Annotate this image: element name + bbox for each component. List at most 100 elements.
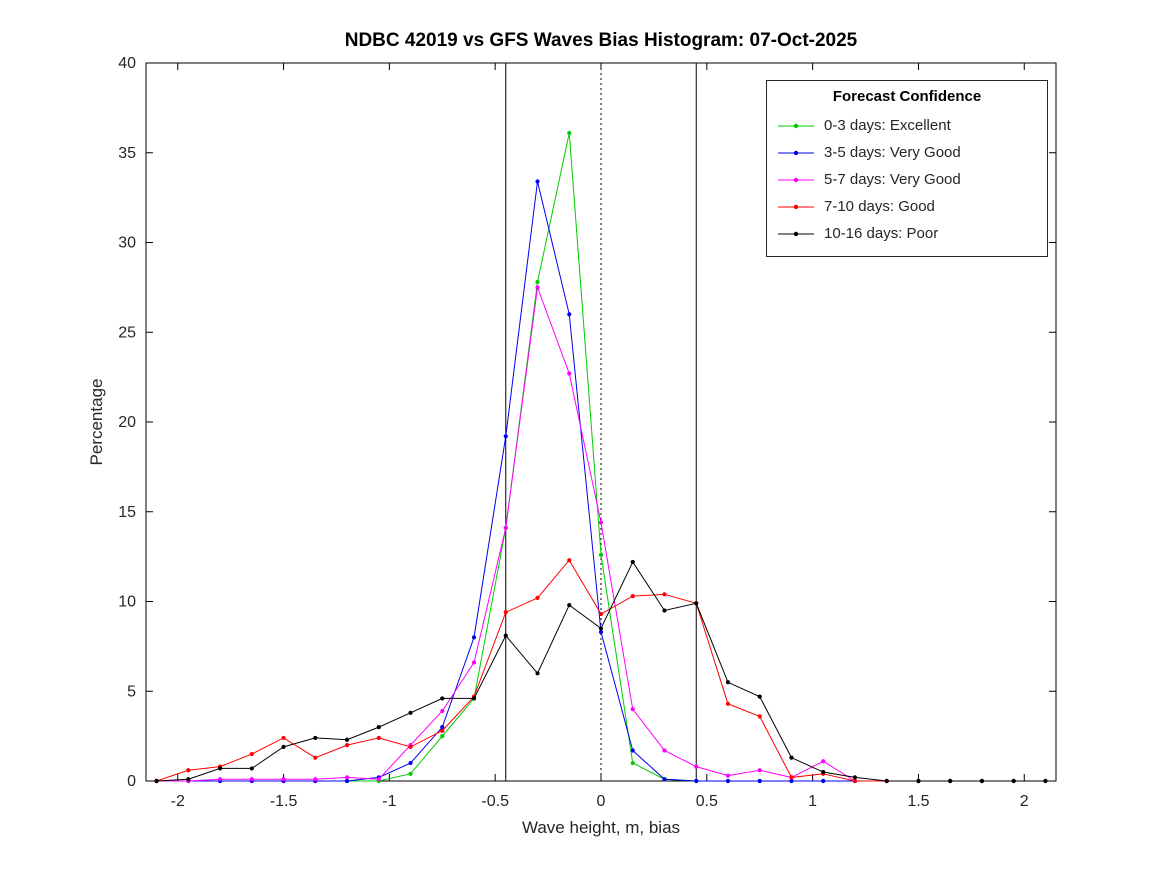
series-marker xyxy=(630,748,635,753)
x-tick-label: 0 xyxy=(597,793,606,810)
series-marker xyxy=(630,760,635,766)
series-marker xyxy=(916,778,921,784)
series-marker xyxy=(440,734,445,739)
legend-entry-label: 0-3 days: Excellent xyxy=(824,117,951,134)
x-tick-label: 1.5 xyxy=(907,793,929,810)
series-marker xyxy=(376,725,381,730)
series-marker xyxy=(154,778,159,784)
y-tick-label: 15 xyxy=(118,504,136,521)
y-axis-label: Percentage xyxy=(87,378,106,466)
series-marker xyxy=(471,660,477,665)
series-marker xyxy=(694,764,699,769)
series-marker xyxy=(598,629,604,635)
series-marker xyxy=(281,735,286,741)
series-marker xyxy=(1011,778,1016,784)
series-marker xyxy=(503,633,508,638)
series-marker xyxy=(567,130,572,136)
series-marker xyxy=(757,768,762,773)
y-tick-label: 10 xyxy=(118,594,136,611)
series-marker xyxy=(503,610,508,615)
series-marker xyxy=(630,707,635,712)
series-marker xyxy=(662,748,667,753)
series-marker xyxy=(725,701,731,706)
y-tick-label: 20 xyxy=(118,414,136,431)
series-marker xyxy=(567,558,572,563)
series-marker xyxy=(281,744,286,749)
series-line xyxy=(156,181,1046,782)
series-marker xyxy=(694,778,699,784)
series-marker xyxy=(852,775,858,780)
series-marker xyxy=(630,559,635,565)
y-tick-label: 30 xyxy=(118,235,136,252)
series-marker xyxy=(789,775,794,780)
series-marker xyxy=(789,778,794,784)
x-tick-label: -1.5 xyxy=(270,793,298,810)
series-marker xyxy=(186,768,191,773)
legend-entry-label: 7-10 days: Good xyxy=(824,198,935,215)
series-marker xyxy=(249,751,254,757)
series-marker xyxy=(662,608,667,613)
series-marker xyxy=(535,285,540,290)
series-marker xyxy=(789,755,794,760)
series-marker xyxy=(217,766,223,771)
x-tick-label: 2 xyxy=(1020,793,1029,810)
series-marker xyxy=(598,626,604,631)
legend-entry: 3-5 days: Very Good xyxy=(776,139,1038,166)
chart-title: NDBC 42019 vs GFS Waves Bias Histogram: … xyxy=(344,30,858,51)
series-marker xyxy=(440,696,445,701)
series-marker xyxy=(440,708,445,714)
series-marker xyxy=(757,694,762,699)
series-marker xyxy=(376,735,381,741)
x-axis-label: Wave height, m, bias xyxy=(521,818,681,837)
series-marker xyxy=(249,777,254,782)
legend-line-sample xyxy=(778,204,814,209)
legend-entry: 10-16 days: Poor xyxy=(776,220,1038,247)
legend: Forecast Confidence 0-3 days: Excellent 3… xyxy=(766,80,1048,257)
legend-entry-label: 10-16 days: Poor xyxy=(824,225,939,242)
series-marker xyxy=(344,778,350,784)
series-marker xyxy=(313,735,318,741)
y-tick-label: 0 xyxy=(127,773,136,790)
series-marker xyxy=(471,696,477,701)
series-marker xyxy=(376,777,381,782)
x-tick-label: 1 xyxy=(808,793,817,810)
x-tick-label: -2 xyxy=(171,793,185,810)
series-marker xyxy=(344,743,350,748)
series-marker xyxy=(249,766,254,771)
legend-line-sample xyxy=(778,123,814,128)
series-marker xyxy=(757,778,762,784)
series-marker xyxy=(821,759,826,764)
legend-entry: 7-10 days: Good xyxy=(776,193,1038,220)
series-marker xyxy=(821,769,826,775)
series-marker xyxy=(535,179,540,184)
y-tick-label: 5 xyxy=(127,683,136,700)
series-marker xyxy=(567,602,572,608)
series-marker xyxy=(884,778,889,784)
series-marker xyxy=(440,728,445,733)
series-marker xyxy=(567,371,572,376)
series-marker xyxy=(662,777,667,782)
y-tick-label: 25 xyxy=(118,324,136,341)
series-marker xyxy=(440,725,445,730)
series-marker xyxy=(408,710,413,715)
series-marker xyxy=(313,777,318,782)
series-marker xyxy=(281,777,286,782)
series-marker xyxy=(725,680,731,685)
legend-line-sample xyxy=(778,231,814,236)
series-marker xyxy=(217,777,223,782)
series-marker xyxy=(948,778,953,784)
series-marker xyxy=(821,778,826,784)
legend-title: Forecast Confidence xyxy=(832,88,982,105)
series-marker xyxy=(630,594,635,599)
series-marker xyxy=(471,635,477,640)
x-tick-label: -0.5 xyxy=(481,793,509,810)
legend-entry-label: 5-7 days: Very Good xyxy=(824,171,961,188)
series-marker xyxy=(598,552,604,557)
series-marker xyxy=(313,755,318,760)
series-marker xyxy=(852,778,858,784)
series-marker xyxy=(408,760,413,766)
x-tick-label: -1 xyxy=(382,793,396,810)
series-marker xyxy=(535,595,540,601)
